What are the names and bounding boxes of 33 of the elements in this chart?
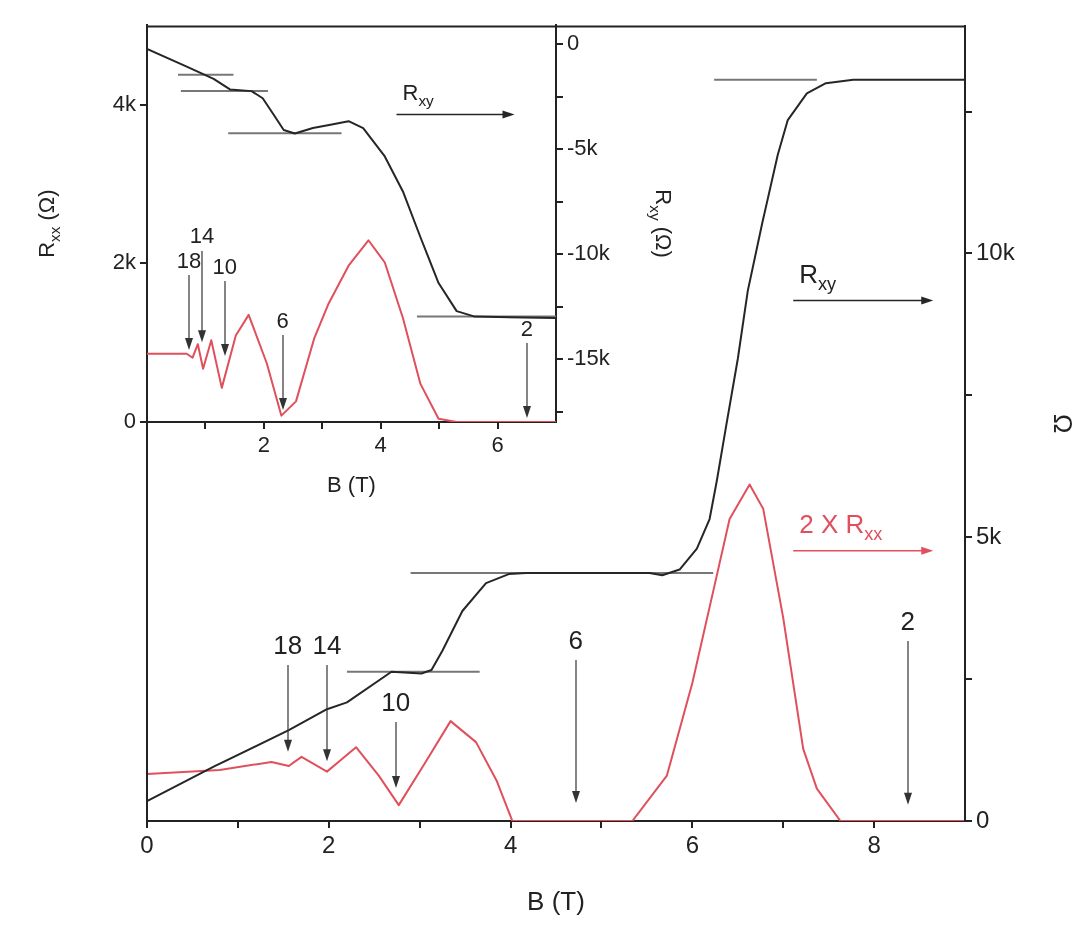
y-tick-label: 10k xyxy=(976,238,1016,266)
x-tick-label: 4 xyxy=(503,831,518,859)
annotation: 10 xyxy=(212,253,237,279)
y2-tick-label: -10k xyxy=(567,240,611,266)
annotation: 6 xyxy=(276,307,289,333)
x-tick-label: 2 xyxy=(257,432,270,458)
y-tick-label: 2k xyxy=(112,249,137,275)
x-tick-label: 2 xyxy=(322,831,336,859)
annotation: 6 xyxy=(568,625,583,656)
y-tick-label: 0 xyxy=(123,408,136,434)
x-axis-title: B (T) xyxy=(527,886,585,917)
x-tick-label: 4 xyxy=(374,432,387,458)
annotation: 18 xyxy=(176,247,202,273)
annotation: 2 xyxy=(520,315,533,341)
annotation: 18 xyxy=(273,630,303,661)
annotation: 14 xyxy=(189,223,215,249)
y-tick-label: 4k xyxy=(112,90,137,116)
annotation: 14 xyxy=(312,630,342,661)
y2-tick-label: -15k xyxy=(567,345,611,371)
y-axis-title: Rxx (Ω) xyxy=(34,189,63,258)
annotation: 10 xyxy=(381,687,411,718)
y2-tick-label: 0 xyxy=(567,30,580,56)
annotation: 2 xyxy=(900,606,915,637)
y2-tick-label: -5k xyxy=(567,135,599,161)
y2-axis-title: Rxy (Ω) xyxy=(647,189,676,258)
y-axis-title: Ω xyxy=(1047,413,1078,434)
y-tick-label: 0 xyxy=(976,805,990,833)
x-tick-label: 6 xyxy=(685,831,700,859)
x-tick-label: 8 xyxy=(867,831,881,859)
x-tick-label: 6 xyxy=(491,432,504,458)
x-tick-label: 0 xyxy=(140,831,154,859)
x-axis-title: B (T) xyxy=(327,472,376,498)
y-tick-label: 5k xyxy=(976,521,1003,549)
